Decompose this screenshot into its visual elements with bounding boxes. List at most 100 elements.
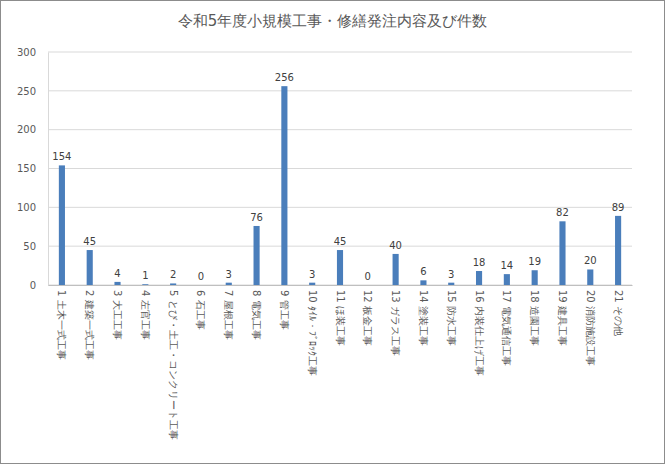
x-tick: 6 石工事 [195, 285, 206, 330]
y-tick-label: 200 [17, 124, 36, 135]
data-label: 89 [612, 202, 625, 213]
data-label: 4 [114, 268, 120, 279]
x-tick: 2 建築一式工事 [84, 285, 95, 360]
x-tick: 9 管工事 [279, 285, 290, 330]
x-tick-label: 12 板金工事 [362, 290, 373, 346]
x-tick: 20 消防施設工事 [585, 285, 596, 366]
bars [59, 86, 621, 285]
data-label: 256 [275, 72, 294, 83]
grid-line [48, 207, 632, 208]
data-label: 45 [83, 236, 96, 247]
data-label: 154 [52, 151, 71, 162]
x-tick: 21 その他 [613, 285, 624, 336]
x-tick: 1 土木一式工事 [56, 285, 67, 360]
data-label: 76 [250, 212, 263, 223]
x-tick-label: 7 屋根工事 [223, 290, 234, 340]
y-axis: 0 50 100 150 200 250 300 [17, 47, 49, 291]
data-label: 18 [473, 257, 486, 268]
bar [87, 250, 93, 285]
x-tick: 4 左官工事 [140, 285, 151, 340]
bar [448, 283, 454, 285]
y-axis-line [48, 53, 49, 286]
y-tick-label: 100 [17, 202, 36, 213]
x-tick: 19 建具工事 [557, 285, 568, 346]
x-tick: 15 防水工事 [446, 285, 457, 346]
data-label: 19 [528, 256, 541, 267]
bar [59, 165, 65, 285]
data-label: 82 [556, 207, 569, 218]
frame [1, 1, 665, 464]
data-label: 45 [334, 236, 347, 247]
data-label: 20 [584, 255, 597, 266]
x-tick: 10 ﾀｲﾙ・ﾌﾞﾛｯｸ工事 [307, 285, 318, 376]
x-tick-label: 5 とび・土工・コンクリート工事 [168, 290, 179, 440]
bar [254, 226, 260, 285]
title: 令和5年度小規模工事・修繕発注内容及び件数 [178, 12, 488, 30]
x-tick: 7 屋根工事 [223, 285, 234, 340]
bar [309, 283, 315, 285]
y-tick: 150 [17, 163, 48, 174]
y-tick: 200 [17, 124, 48, 135]
bar [170, 283, 176, 285]
grid-line [48, 129, 632, 130]
x-tick-label: 1 土木一式工事 [56, 290, 67, 360]
y-tick: 50 [23, 241, 48, 252]
data-label: 14 [500, 260, 513, 271]
x-tick-label: 20 消防施設工事 [585, 290, 596, 366]
bar [142, 284, 148, 285]
data-label: 3 [309, 269, 315, 280]
x-tick-label: 13 ガラス工事 [390, 290, 401, 356]
bar [504, 274, 510, 285]
x-tick-label: 15 防水工事 [446, 290, 457, 346]
x-tick: 16 内装仕上げ工事 [474, 285, 485, 376]
data-label: 2 [170, 269, 176, 280]
bar [198, 285, 204, 286]
y-tick: 0 [30, 280, 48, 291]
bar [114, 282, 120, 285]
bar [281, 86, 287, 285]
x-tick: 12 板金工事 [362, 285, 373, 346]
x-tick-label: 10 ﾀｲﾙ・ﾌﾞﾛｯｸ工事 [307, 290, 318, 376]
chart: 令和5年度小規模工事・修繕発注内容及び件数0501001502002503001… [0, 0, 665, 464]
data-label: 3 [448, 269, 454, 280]
bar [615, 216, 621, 285]
x-tick-label: 4 左官工事 [140, 290, 151, 340]
x-tick-label: 19 建具工事 [557, 290, 568, 346]
y-tick: 100 [17, 202, 48, 213]
data-labels: 15445412037625634504063181419822089 [52, 72, 624, 282]
y-tick-label: 250 [17, 86, 36, 97]
x-tick-label: 3 大工工事 [112, 290, 123, 340]
x-axis-line [49, 285, 633, 286]
y-tick-label: 50 [23, 241, 36, 252]
x-axis: 1 土木一式工事 2 建築一式工事 3 大工工事 4 左官工事 5 とび・土工・コンクリ… [49, 285, 633, 440]
x-tick: 17 電気通信工事 [501, 285, 512, 366]
y-tick-label: 0 [30, 280, 36, 291]
x-tick-label: 18 造園工事 [529, 290, 540, 346]
grid-line [48, 168, 632, 169]
x-tick-label: 11 ほ装工事 [335, 290, 346, 346]
data-label: 0 [365, 271, 371, 282]
x-tick-label: 21 その他 [613, 290, 624, 336]
bar [365, 285, 371, 286]
data-label: 1 [142, 270, 148, 281]
x-tick: 3 大工工事 [112, 285, 123, 340]
bar [532, 270, 538, 285]
x-tick: 18 造園工事 [529, 285, 540, 346]
x-tick: 13 ガラス工事 [390, 285, 401, 356]
x-tick-label: 17 電気通信工事 [501, 290, 512, 366]
y-tick: 250 [17, 86, 48, 97]
bar [476, 271, 482, 285]
y-tick-label: 150 [17, 163, 36, 174]
x-tick: 14 塗装工事 [418, 285, 429, 346]
x-tick-label: 16 内装仕上げ工事 [474, 290, 485, 376]
grid-line [48, 52, 632, 53]
x-tick-label: 9 管工事 [279, 290, 290, 330]
data-label: 0 [198, 271, 204, 282]
x-tick: 5 とび・土工・コンクリート工事 [168, 285, 179, 440]
y-tick-label: 300 [17, 47, 36, 58]
data-label: 6 [420, 266, 426, 277]
x-tick-label: 8 電気工事 [251, 290, 262, 340]
bar [587, 269, 593, 285]
x-tick-label: 6 石工事 [195, 290, 206, 330]
data-label: 3 [226, 269, 232, 280]
